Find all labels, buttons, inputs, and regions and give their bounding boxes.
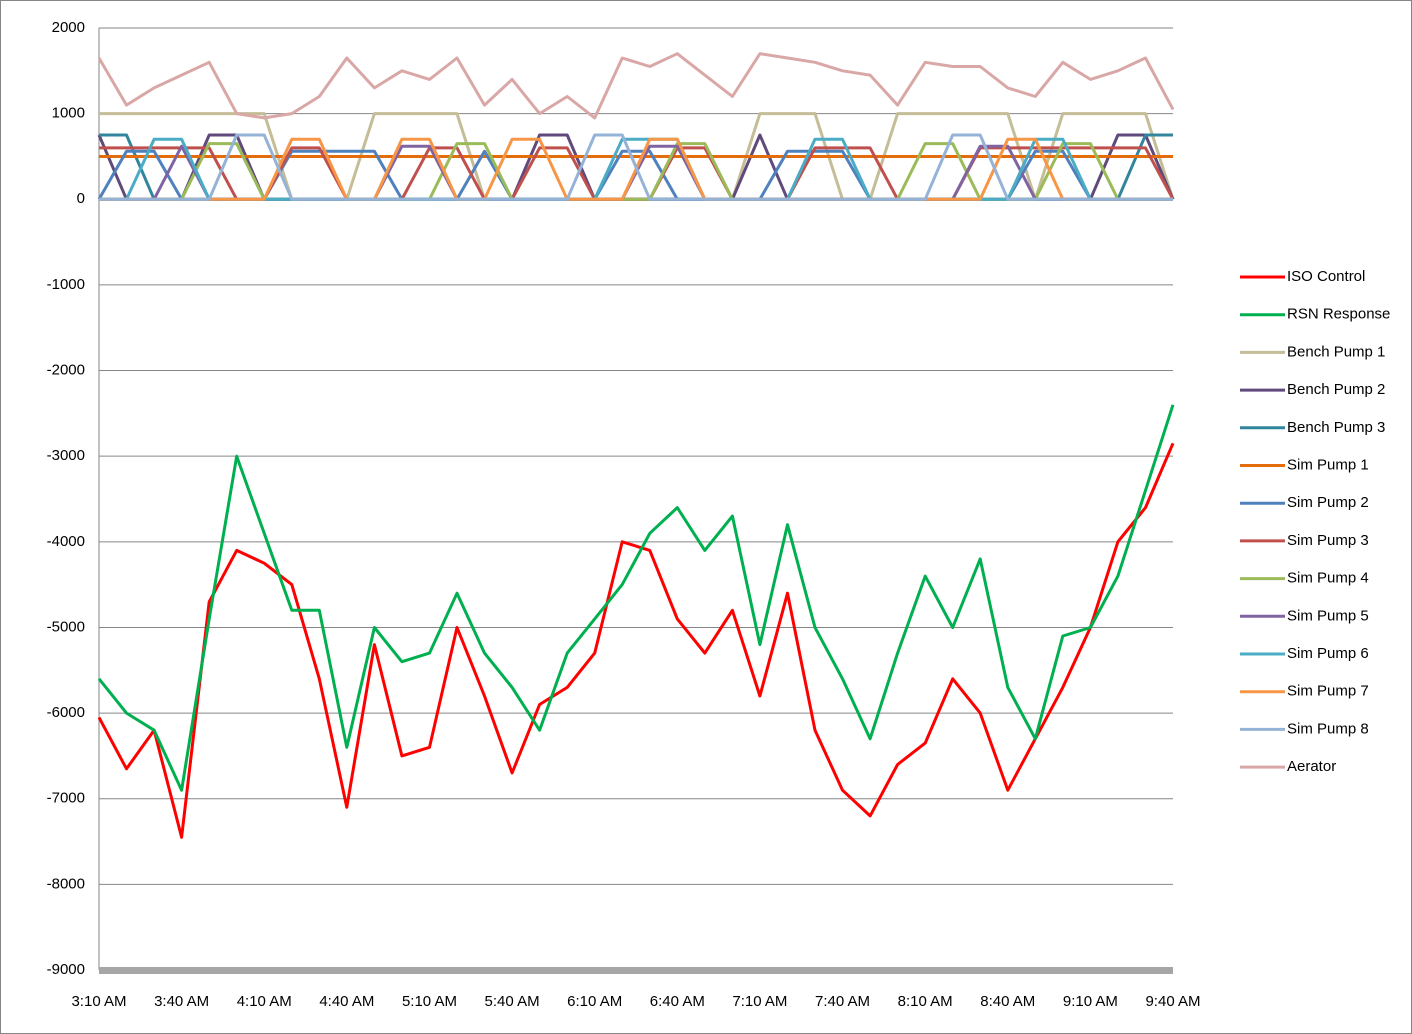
y-tick-label: -6000 xyxy=(47,704,85,721)
x-tick-label: 5:10 AM xyxy=(402,993,457,1010)
legend-label: Sim Pump 6 xyxy=(1287,645,1369,662)
y-tick-label: -7000 xyxy=(47,790,85,807)
legend-label: Sim Pump 5 xyxy=(1287,607,1369,624)
legend-label: Sim Pump 4 xyxy=(1287,570,1369,587)
legend-label: Sim Pump 1 xyxy=(1287,456,1369,473)
y-tick-label: -4000 xyxy=(47,533,85,550)
y-tick-label: -2000 xyxy=(47,362,85,379)
x-tick-label: 3:40 AM xyxy=(154,993,209,1010)
x-tick-label: 9:40 AM xyxy=(1145,993,1200,1010)
x-tick-label: 6:40 AM xyxy=(650,993,705,1010)
x-tick-label: 5:40 AM xyxy=(485,993,540,1010)
y-tick-label: 2000 xyxy=(52,19,85,36)
series-line xyxy=(99,137,1173,201)
legend-label: Bench Pump 2 xyxy=(1287,381,1385,398)
legend-label: Sim Pump 2 xyxy=(1287,494,1369,511)
x-tick-label: 3:10 AM xyxy=(71,993,126,1010)
legend-label: RSN Response xyxy=(1287,306,1390,323)
x-tick-label: 9:10 AM xyxy=(1063,993,1118,1010)
legend-label: Bench Pump 3 xyxy=(1287,419,1385,436)
y-tick-label: -1000 xyxy=(47,276,85,293)
x-tick-label: 7:10 AM xyxy=(732,993,787,1010)
series-line xyxy=(97,404,1175,792)
x-axis xyxy=(99,967,1173,974)
x-tick-label: 8:10 AM xyxy=(898,993,953,1010)
legend-label: ISO Control xyxy=(1287,268,1365,285)
y-tick-label: -5000 xyxy=(47,618,85,635)
x-tick-label: 4:40 AM xyxy=(319,993,374,1010)
y-tick-label: 1000 xyxy=(52,105,85,122)
x-tick-label: 7:40 AM xyxy=(815,993,870,1010)
legend-label: Sim Pump 7 xyxy=(1287,683,1369,700)
y-tick-label: -9000 xyxy=(47,961,85,978)
series-line xyxy=(99,133,1173,201)
x-tick-label: 6:10 AM xyxy=(567,993,622,1010)
legend-label: Sim Pump 3 xyxy=(1287,532,1369,549)
legend-label: Bench Pump 1 xyxy=(1287,343,1385,360)
legend-label: Sim Pump 8 xyxy=(1287,720,1369,737)
y-tick-label: 0 xyxy=(77,190,85,207)
x-tick-label: 8:40 AM xyxy=(980,993,1035,1010)
y-tick-label: -3000 xyxy=(47,447,85,464)
y-tick-label: -8000 xyxy=(47,875,85,892)
series-line xyxy=(97,52,1175,120)
x-tick-label: 4:10 AM xyxy=(237,993,292,1010)
legend-label: Aerator xyxy=(1287,758,1336,775)
